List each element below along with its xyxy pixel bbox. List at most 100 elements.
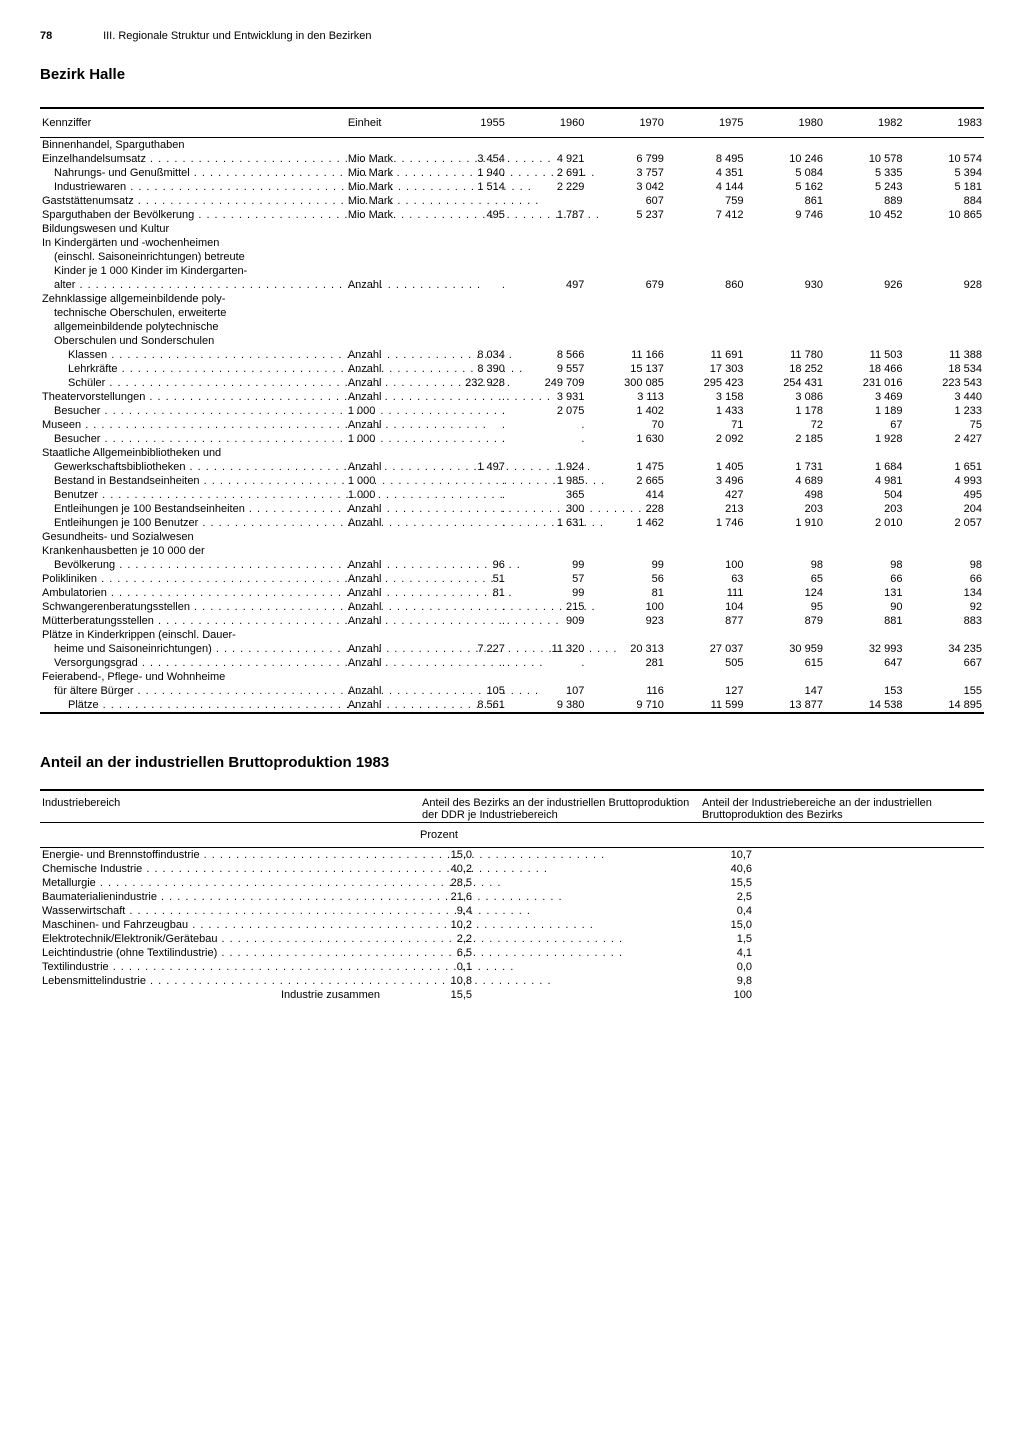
cell: 18 252 [745, 362, 825, 376]
cell: 100 [586, 600, 666, 614]
cell: 70 [586, 418, 666, 432]
row-label: Feierabend-, Pflege- und Wohnheime [40, 670, 346, 684]
table-row: In Kindergärten und -wochenheimen [40, 236, 984, 250]
cell [745, 446, 825, 460]
section-title-text: Gesundheits- und Sozialwesen [40, 530, 984, 544]
row-label: Kinder je 1 000 Kinder im Kindergarten- [40, 264, 346, 278]
row-label: Schüler [40, 376, 346, 390]
cell: 95 [745, 600, 825, 614]
ind-total-b: 100 [700, 988, 984, 1002]
cell [904, 334, 984, 348]
cell: 295 423 [666, 376, 746, 390]
cell: 65 [745, 572, 825, 586]
table-row: GaststättenumsatzMio Mark607759861889884 [40, 194, 984, 208]
ind-val-b: 15,0 [700, 918, 984, 932]
row-label: Entleihungen je 100 Bestandseinheiten [40, 502, 346, 516]
cell: 2 075 [507, 404, 587, 418]
rule [40, 712, 984, 714]
section-title: Bildungswesen und Kultur [40, 222, 984, 236]
cell [427, 306, 507, 320]
cell [745, 292, 825, 306]
ind-label: Baumaterialienindustrie [40, 890, 420, 904]
cell: 3 496 [666, 474, 746, 488]
cell: 3 469 [825, 390, 905, 404]
section-title-text: Binnenhandel, Sparguthaben [40, 138, 984, 152]
table-row: Plätze in Kinderkrippen (einschl. Dauer- [40, 628, 984, 642]
cell [745, 334, 825, 348]
ind-val-a: 9,4 [420, 904, 700, 918]
cell: 11 599 [666, 698, 746, 712]
cell: 2 092 [666, 432, 746, 446]
row-label: Plätze [40, 698, 346, 712]
cell: 15 137 [586, 362, 666, 376]
cell: 1 189 [825, 404, 905, 418]
cell: 249 709 [507, 376, 587, 390]
row-label: (einschl. Saisoneinrichtungen) betreute [40, 250, 346, 264]
table-row: TheatervorstellungenAnzahl.3 9313 1133 1… [40, 390, 984, 404]
cell [904, 628, 984, 642]
cell: 13 877 [745, 698, 825, 712]
cell [507, 250, 587, 264]
row-label: Versorgungsgrad [40, 656, 346, 670]
table-row: KlassenAnzahl8 0348 56611 16611 69111 78… [40, 348, 984, 362]
cell: 7 412 [666, 208, 746, 222]
table-row: Feierabend-, Pflege- und Wohnheime [40, 670, 984, 684]
cell: 9 746 [745, 208, 825, 222]
cell: 203 [745, 502, 825, 516]
table-row: Zehnklassige allgemeinbildende poly- [40, 292, 984, 306]
row-unit [346, 320, 428, 334]
cell: 99 [586, 558, 666, 572]
cell: 203 [825, 502, 905, 516]
table-row: SchwangerenberatungsstellenAnzahl.215100… [40, 600, 984, 614]
row-label: Polikliniken [40, 572, 346, 586]
row-label: Nahrungs- und Genußmittel [40, 166, 346, 180]
cell [666, 544, 746, 558]
cell: 124 [745, 586, 825, 600]
cell [507, 292, 587, 306]
cell: 67 [825, 418, 905, 432]
cell: 877 [666, 614, 746, 628]
ind-val-a: 0,1 [420, 960, 700, 974]
row-label: technische Oberschulen, erweiterte [40, 306, 346, 320]
ind-col1: Industriebereich [40, 791, 420, 822]
cell: 1 405 [666, 460, 746, 474]
section-title: Binnenhandel, Sparguthaben [40, 138, 984, 152]
cell: 1 746 [666, 516, 746, 530]
cell: 66 [904, 572, 984, 586]
ind-row: Elektrotechnik/Elektronik/Gerätebau2,21,… [40, 932, 984, 946]
cell: 881 [825, 614, 905, 628]
ind-col2: Anteil des Bezirks an der industriellen … [420, 791, 700, 822]
row-unit [346, 670, 428, 684]
cell: 5 394 [904, 166, 984, 180]
section-title: Gesundheits- und Sozialwesen [40, 530, 984, 544]
cell: 100 [666, 558, 746, 572]
table-row: LehrkräfteAnzahl8 3909 55715 13717 30318… [40, 362, 984, 376]
cell: 930 [745, 278, 825, 292]
table-row: IndustriewarenMio Mark1 5142 2293 0424 1… [40, 180, 984, 194]
cell: 134 [904, 586, 984, 600]
cell [666, 250, 746, 264]
row-label: Lehrkräfte [40, 362, 346, 376]
ind-total-label: Industrie zusammen [40, 988, 420, 1002]
ind-total-a: 15,5 [420, 988, 700, 1002]
col-year: 1955 [427, 109, 507, 137]
table-row: GewerkschaftsbibliothekenAnzahl1 4971 92… [40, 460, 984, 474]
cell [904, 544, 984, 558]
cell: 63 [666, 572, 746, 586]
cell: 860 [666, 278, 746, 292]
ind-val-b: 1,5 [700, 932, 984, 946]
cell [507, 544, 587, 558]
cell [904, 670, 984, 684]
row-unit [346, 292, 428, 306]
cell: 300 085 [586, 376, 666, 390]
cell: 147 [745, 684, 825, 698]
cell [904, 250, 984, 264]
col-year: 1975 [666, 109, 746, 137]
row-label: Bevölkerung [40, 558, 346, 572]
cell: 10 578 [825, 152, 905, 166]
cell: 75 [904, 418, 984, 432]
cell: 3 158 [666, 390, 746, 404]
cell: 615 [745, 656, 825, 670]
cell: 2 010 [825, 516, 905, 530]
cell [586, 250, 666, 264]
